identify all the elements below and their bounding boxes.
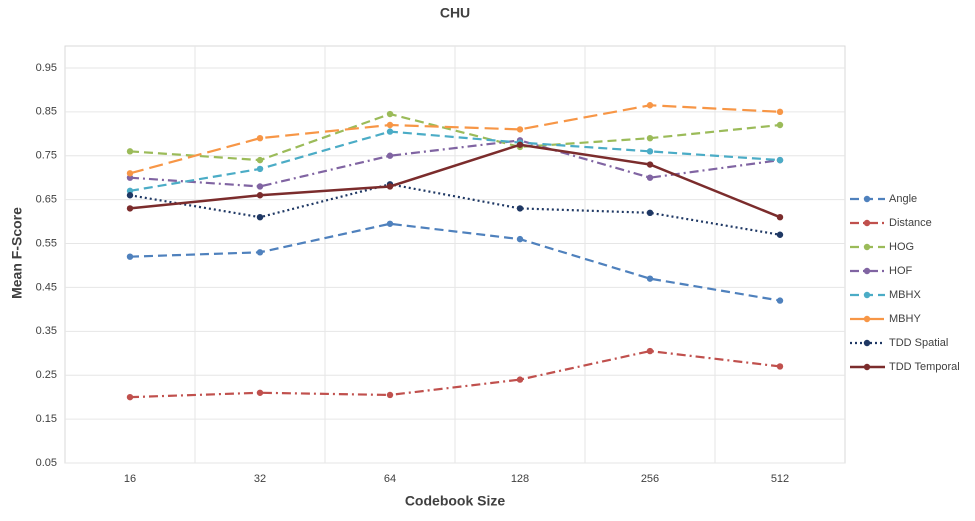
chart-title: CHU xyxy=(440,5,470,21)
legend-label: Distance xyxy=(889,217,932,229)
point xyxy=(256,389,264,396)
point xyxy=(126,187,134,195)
point xyxy=(646,275,654,282)
legend-label: HOG xyxy=(889,241,914,253)
y-tick-label: 0.55 xyxy=(36,237,57,249)
point xyxy=(256,192,264,199)
point xyxy=(646,134,654,142)
point xyxy=(516,141,524,148)
y-axis-label: Mean F-Score xyxy=(9,207,25,299)
y-tick-label: 0.95 xyxy=(36,62,57,74)
y-tick-label: 0.35 xyxy=(36,325,57,337)
series-line xyxy=(129,104,781,175)
point xyxy=(646,174,654,181)
point xyxy=(386,183,394,190)
legend-label: TDD Spatial xyxy=(889,337,948,349)
point xyxy=(126,192,134,199)
legend-marker xyxy=(863,339,871,347)
point xyxy=(776,156,784,164)
point xyxy=(126,393,134,401)
point xyxy=(776,297,784,304)
legend-label: MBHX xyxy=(889,289,921,301)
point xyxy=(516,235,524,243)
series-line xyxy=(129,139,781,188)
y-tick-label: 0.45 xyxy=(36,281,57,293)
point xyxy=(386,391,394,399)
point xyxy=(646,161,654,168)
point xyxy=(776,213,784,221)
point xyxy=(776,108,784,116)
y-tick-label: 0.05 xyxy=(36,457,57,469)
point xyxy=(386,220,394,227)
series-line xyxy=(129,222,781,302)
legend-label: TDD Temporal xyxy=(889,361,960,373)
point xyxy=(386,110,394,118)
legend-marker xyxy=(863,363,871,371)
series-line xyxy=(129,183,781,236)
legend-marker xyxy=(863,267,871,275)
point xyxy=(256,134,264,142)
y-tick-label: 0.65 xyxy=(36,194,57,206)
point xyxy=(516,205,524,212)
point xyxy=(646,148,654,155)
x-tick-label: 128 xyxy=(511,473,529,485)
point xyxy=(256,165,264,173)
point xyxy=(646,102,654,109)
series-line xyxy=(129,349,781,399)
legend-marker xyxy=(863,219,871,227)
legend-marker xyxy=(863,243,871,251)
point xyxy=(256,249,264,256)
point xyxy=(126,174,134,181)
point xyxy=(776,363,784,370)
point xyxy=(256,213,264,221)
y-tick-label: 0.15 xyxy=(36,413,57,425)
legend-marker xyxy=(863,291,871,299)
point xyxy=(386,128,394,135)
legend-marker xyxy=(863,315,871,323)
legend-label: HOF xyxy=(889,265,913,277)
legend-label: Angle xyxy=(889,193,917,205)
series-line xyxy=(129,143,781,219)
point xyxy=(126,170,134,177)
legend-marker xyxy=(863,195,871,203)
point xyxy=(256,183,264,190)
point xyxy=(776,231,784,238)
legend-label: MBHY xyxy=(889,313,921,325)
point xyxy=(126,148,134,155)
point xyxy=(386,121,394,129)
point xyxy=(386,152,394,159)
x-tick-label: 256 xyxy=(641,473,659,485)
point xyxy=(256,156,264,164)
x-tick-label: 64 xyxy=(384,473,396,485)
point xyxy=(126,205,134,212)
x-tick-label: 16 xyxy=(124,473,136,485)
y-tick-label: 0.75 xyxy=(36,150,57,162)
x-axis-label: Codebook Size xyxy=(405,493,506,509)
x-tick-label: 512 xyxy=(771,473,789,485)
series-line xyxy=(129,112,781,162)
point xyxy=(646,209,654,216)
point xyxy=(646,347,654,355)
x-tick-label: 32 xyxy=(254,473,266,485)
point xyxy=(126,253,134,260)
y-tick-label: 0.25 xyxy=(36,369,57,381)
series-line xyxy=(129,130,781,192)
y-tick-label: 0.85 xyxy=(36,106,57,118)
point xyxy=(516,126,524,133)
point xyxy=(516,376,524,383)
point xyxy=(776,121,784,129)
